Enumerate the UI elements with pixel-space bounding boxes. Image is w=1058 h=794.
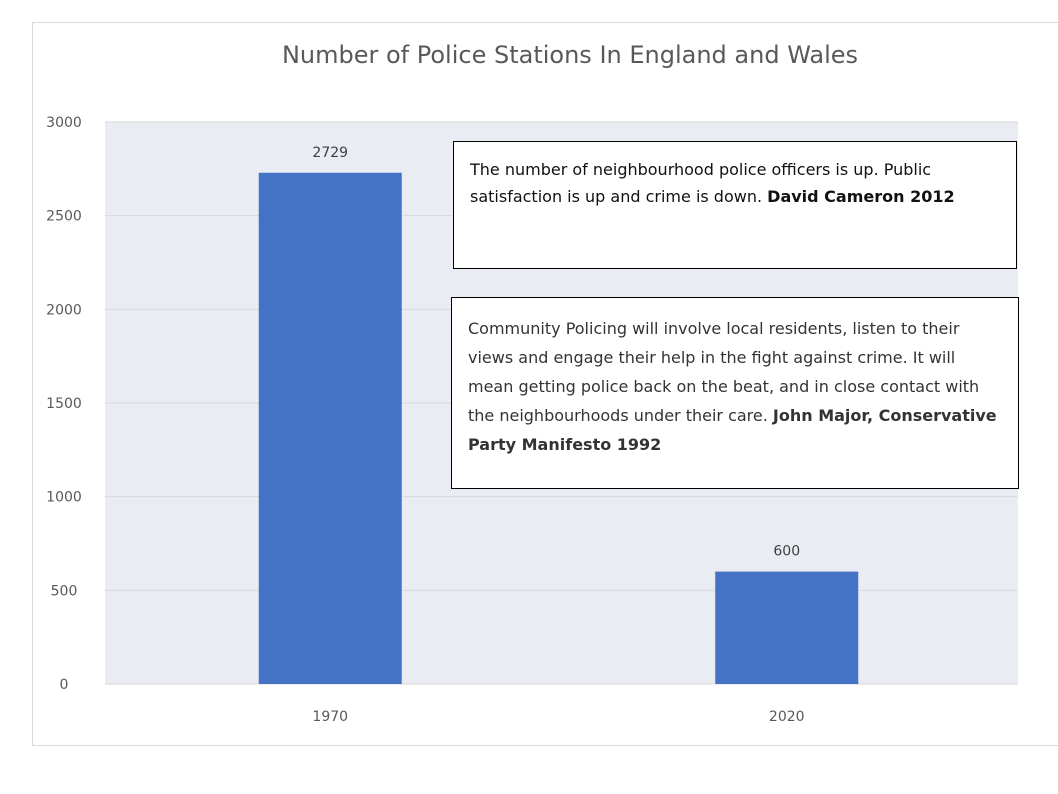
quote-text-major: Community Policing will involve local re… bbox=[468, 319, 980, 425]
x-tick-label: 2020 bbox=[769, 709, 805, 725]
y-tick-label: 1500 bbox=[46, 396, 82, 412]
quote-attribution-cameron: David Cameron 2012 bbox=[767, 187, 955, 206]
y-tick-label: 2500 bbox=[46, 209, 82, 225]
y-tick-label: 0 bbox=[60, 677, 69, 693]
quote-attribution-major: John Major, Conservative Party Manifesto… bbox=[468, 406, 997, 454]
data-label-2020: 600 bbox=[773, 544, 800, 560]
y-tick-label: 500 bbox=[51, 583, 78, 599]
bar-1970 bbox=[258, 172, 402, 684]
quote-callout-cameron: The number of neighbourhood police offic… bbox=[453, 141, 1017, 269]
chart-title: Number of Police Stations In England and… bbox=[282, 41, 858, 69]
data-label-1970: 2729 bbox=[312, 145, 348, 161]
y-tick-label: 1000 bbox=[46, 490, 82, 506]
quote-text-cameron: The number of neighbourhood police offic… bbox=[470, 160, 932, 206]
x-tick-label: 1970 bbox=[312, 709, 348, 725]
quote-callout-major: Community Policing will involve local re… bbox=[451, 297, 1019, 489]
bar-2020 bbox=[715, 571, 859, 684]
y-tick-label: 3000 bbox=[46, 115, 82, 131]
y-tick-label: 2000 bbox=[46, 302, 82, 318]
